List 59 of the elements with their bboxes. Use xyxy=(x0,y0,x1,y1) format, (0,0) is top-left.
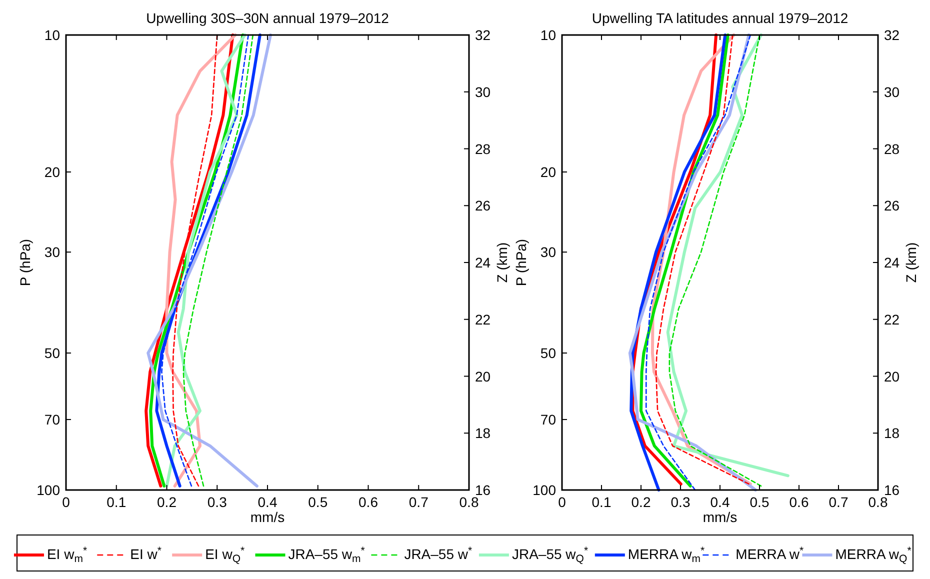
y-axis-title: P (hPa) xyxy=(513,238,529,286)
y2-tick-label: 22 xyxy=(475,311,491,328)
x-tick-label: 0.3 xyxy=(670,494,690,510)
y-tick-label: 70 xyxy=(540,412,556,428)
y2-axis-title: Z (km) xyxy=(903,242,919,283)
y2-tick-label: 32 xyxy=(884,27,900,43)
y-tick-label: 70 xyxy=(44,412,60,428)
x-tick-label: 0.3 xyxy=(207,494,228,510)
line-series xyxy=(666,34,790,478)
y2-tick-label: 28 xyxy=(884,140,900,157)
legend-label: JRA–55 w$^{*}$ xyxy=(404,545,472,562)
line-series xyxy=(182,34,254,487)
y2-tick-label: 18 xyxy=(475,425,491,442)
y-tick-label: 50 xyxy=(44,345,60,362)
x-tick-label: 0.5 xyxy=(308,494,328,510)
y2-tick-label: 24 xyxy=(884,254,900,270)
x-axis-title: mm/s xyxy=(250,509,285,525)
y2-tick-label: 30 xyxy=(884,84,900,100)
y2-tick-label: 18 xyxy=(884,425,900,442)
y2-tick-label: 26 xyxy=(884,198,900,214)
y2-tick-label: 32 xyxy=(475,27,491,43)
chart-title: Upwelling TA latitudes annual 1979–2012 xyxy=(592,10,848,26)
legend-label: MERRA w$^{*}$ xyxy=(736,545,804,562)
y-tick-label: 30 xyxy=(44,244,60,260)
x-tick-label: 0.6 xyxy=(789,494,809,510)
x-tick-label: 0 xyxy=(558,494,566,510)
y-axis-title: P (hPa) xyxy=(17,238,33,286)
y-tick-label: 10 xyxy=(540,27,556,43)
y-tick-label: 20 xyxy=(44,164,60,180)
y2-tick-label: 20 xyxy=(475,368,491,384)
x-tick-label: 0.4 xyxy=(258,494,278,510)
line-series xyxy=(146,34,272,488)
x-tick-label: 0.7 xyxy=(408,494,429,510)
y-tick-label: 50 xyxy=(540,345,556,362)
chart-title: Upwelling 30S–30N annual 1979–2012 xyxy=(146,10,390,26)
x-tick-label: 0 xyxy=(62,494,70,510)
x-tick-label: 0.4 xyxy=(710,494,730,510)
y-tick-label: 10 xyxy=(44,27,60,43)
x-tick-label: 0.1 xyxy=(592,494,612,510)
legend-label: EI w$^{*}$ xyxy=(130,545,162,562)
y2-tick-label: 30 xyxy=(475,84,491,100)
y2-tick-label: 26 xyxy=(475,198,491,214)
x-tick-label: 0.2 xyxy=(157,494,177,510)
x-tick-label: 0.7 xyxy=(828,494,848,510)
x-tick-label: 0.2 xyxy=(631,494,651,510)
y2-tick-label: 20 xyxy=(884,368,900,384)
x-tick-label: 0.1 xyxy=(106,494,126,510)
line-series xyxy=(668,34,762,487)
y-tick-label: 20 xyxy=(540,164,556,180)
x-tick-label: 0.6 xyxy=(358,494,378,510)
y-tick-label: 30 xyxy=(540,244,556,260)
x-axis-title: mm/s xyxy=(702,509,738,525)
y2-tick-label: 28 xyxy=(475,140,491,157)
y2-axis-title: Z (km) xyxy=(494,242,510,283)
y2-tick-label: 24 xyxy=(475,254,491,270)
y2-tick-label: 22 xyxy=(884,311,900,328)
y-tick-label: 100 xyxy=(36,482,60,498)
y-tick-label: 100 xyxy=(532,482,556,498)
x-tick-label: 0.5 xyxy=(750,494,770,510)
